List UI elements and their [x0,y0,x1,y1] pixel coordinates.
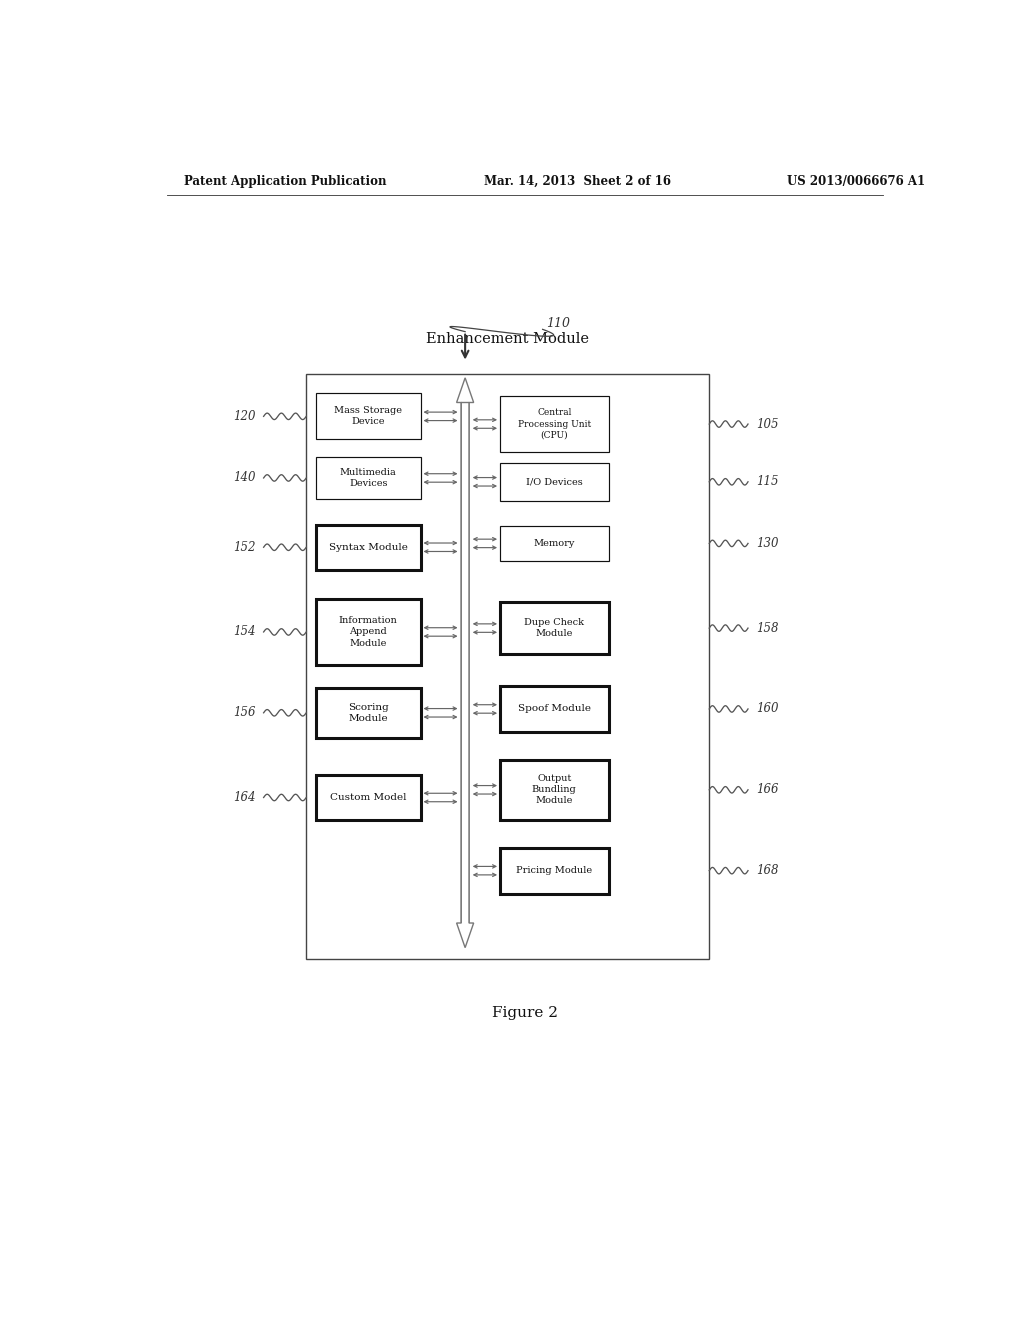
Bar [500,396,608,451]
Text: 130: 130 [756,537,778,550]
Bar [316,393,421,440]
Polygon shape [457,403,474,948]
Text: 160: 160 [756,702,778,715]
Text: Spoof Module: Spoof Module [518,705,591,713]
Text: 140: 140 [233,471,256,484]
Text: Patent Application Publication: Patent Application Publication [183,176,386,187]
Text: Memory: Memory [534,539,574,548]
Text: 164: 164 [233,791,256,804]
Text: Dupe Check
Module: Dupe Check Module [524,618,585,638]
Text: 168: 168 [756,865,778,878]
Bar [500,686,608,733]
Text: 152: 152 [233,541,256,554]
Text: Figure 2: Figure 2 [492,1006,558,1020]
Text: 105: 105 [756,417,778,430]
Text: Enhancement Module: Enhancement Module [426,333,589,346]
Bar [500,527,608,561]
Text: Scoring
Module: Scoring Module [348,702,389,723]
Text: Mar. 14, 2013  Sheet 2 of 16: Mar. 14, 2013 Sheet 2 of 16 [484,176,672,187]
Text: Pricing Module: Pricing Module [516,866,592,875]
Bar [500,602,608,655]
Bar [316,775,421,820]
Bar [316,688,421,738]
Text: Syntax Module: Syntax Module [329,543,408,552]
Bar [500,847,608,894]
Text: 120: 120 [233,409,256,422]
Bar [500,760,608,820]
Text: Custom Model: Custom Model [330,793,407,803]
Text: 156: 156 [233,706,256,719]
Text: 166: 166 [756,783,778,796]
Bar [306,374,710,960]
Bar [500,462,608,502]
Bar [316,457,421,499]
Bar [316,525,421,570]
Text: 154: 154 [233,626,256,639]
Text: Output
Bundling
Module: Output Bundling Module [531,775,577,805]
Text: 158: 158 [756,622,778,635]
Text: Information
Append
Module: Information Append Module [339,616,397,648]
Text: US 2013/0066676 A1: US 2013/0066676 A1 [786,176,925,187]
Text: Mass Storage
Device: Mass Storage Device [334,407,402,426]
Text: 110: 110 [547,317,570,330]
Polygon shape [457,378,474,923]
Text: I/O Devices: I/O Devices [526,478,583,486]
Text: 115: 115 [756,475,778,488]
Bar [316,599,421,665]
Text: Central
Processing Unit
(CPU): Central Processing Unit (CPU) [517,408,591,440]
Text: Multimedia
Devices: Multimedia Devices [340,467,396,488]
